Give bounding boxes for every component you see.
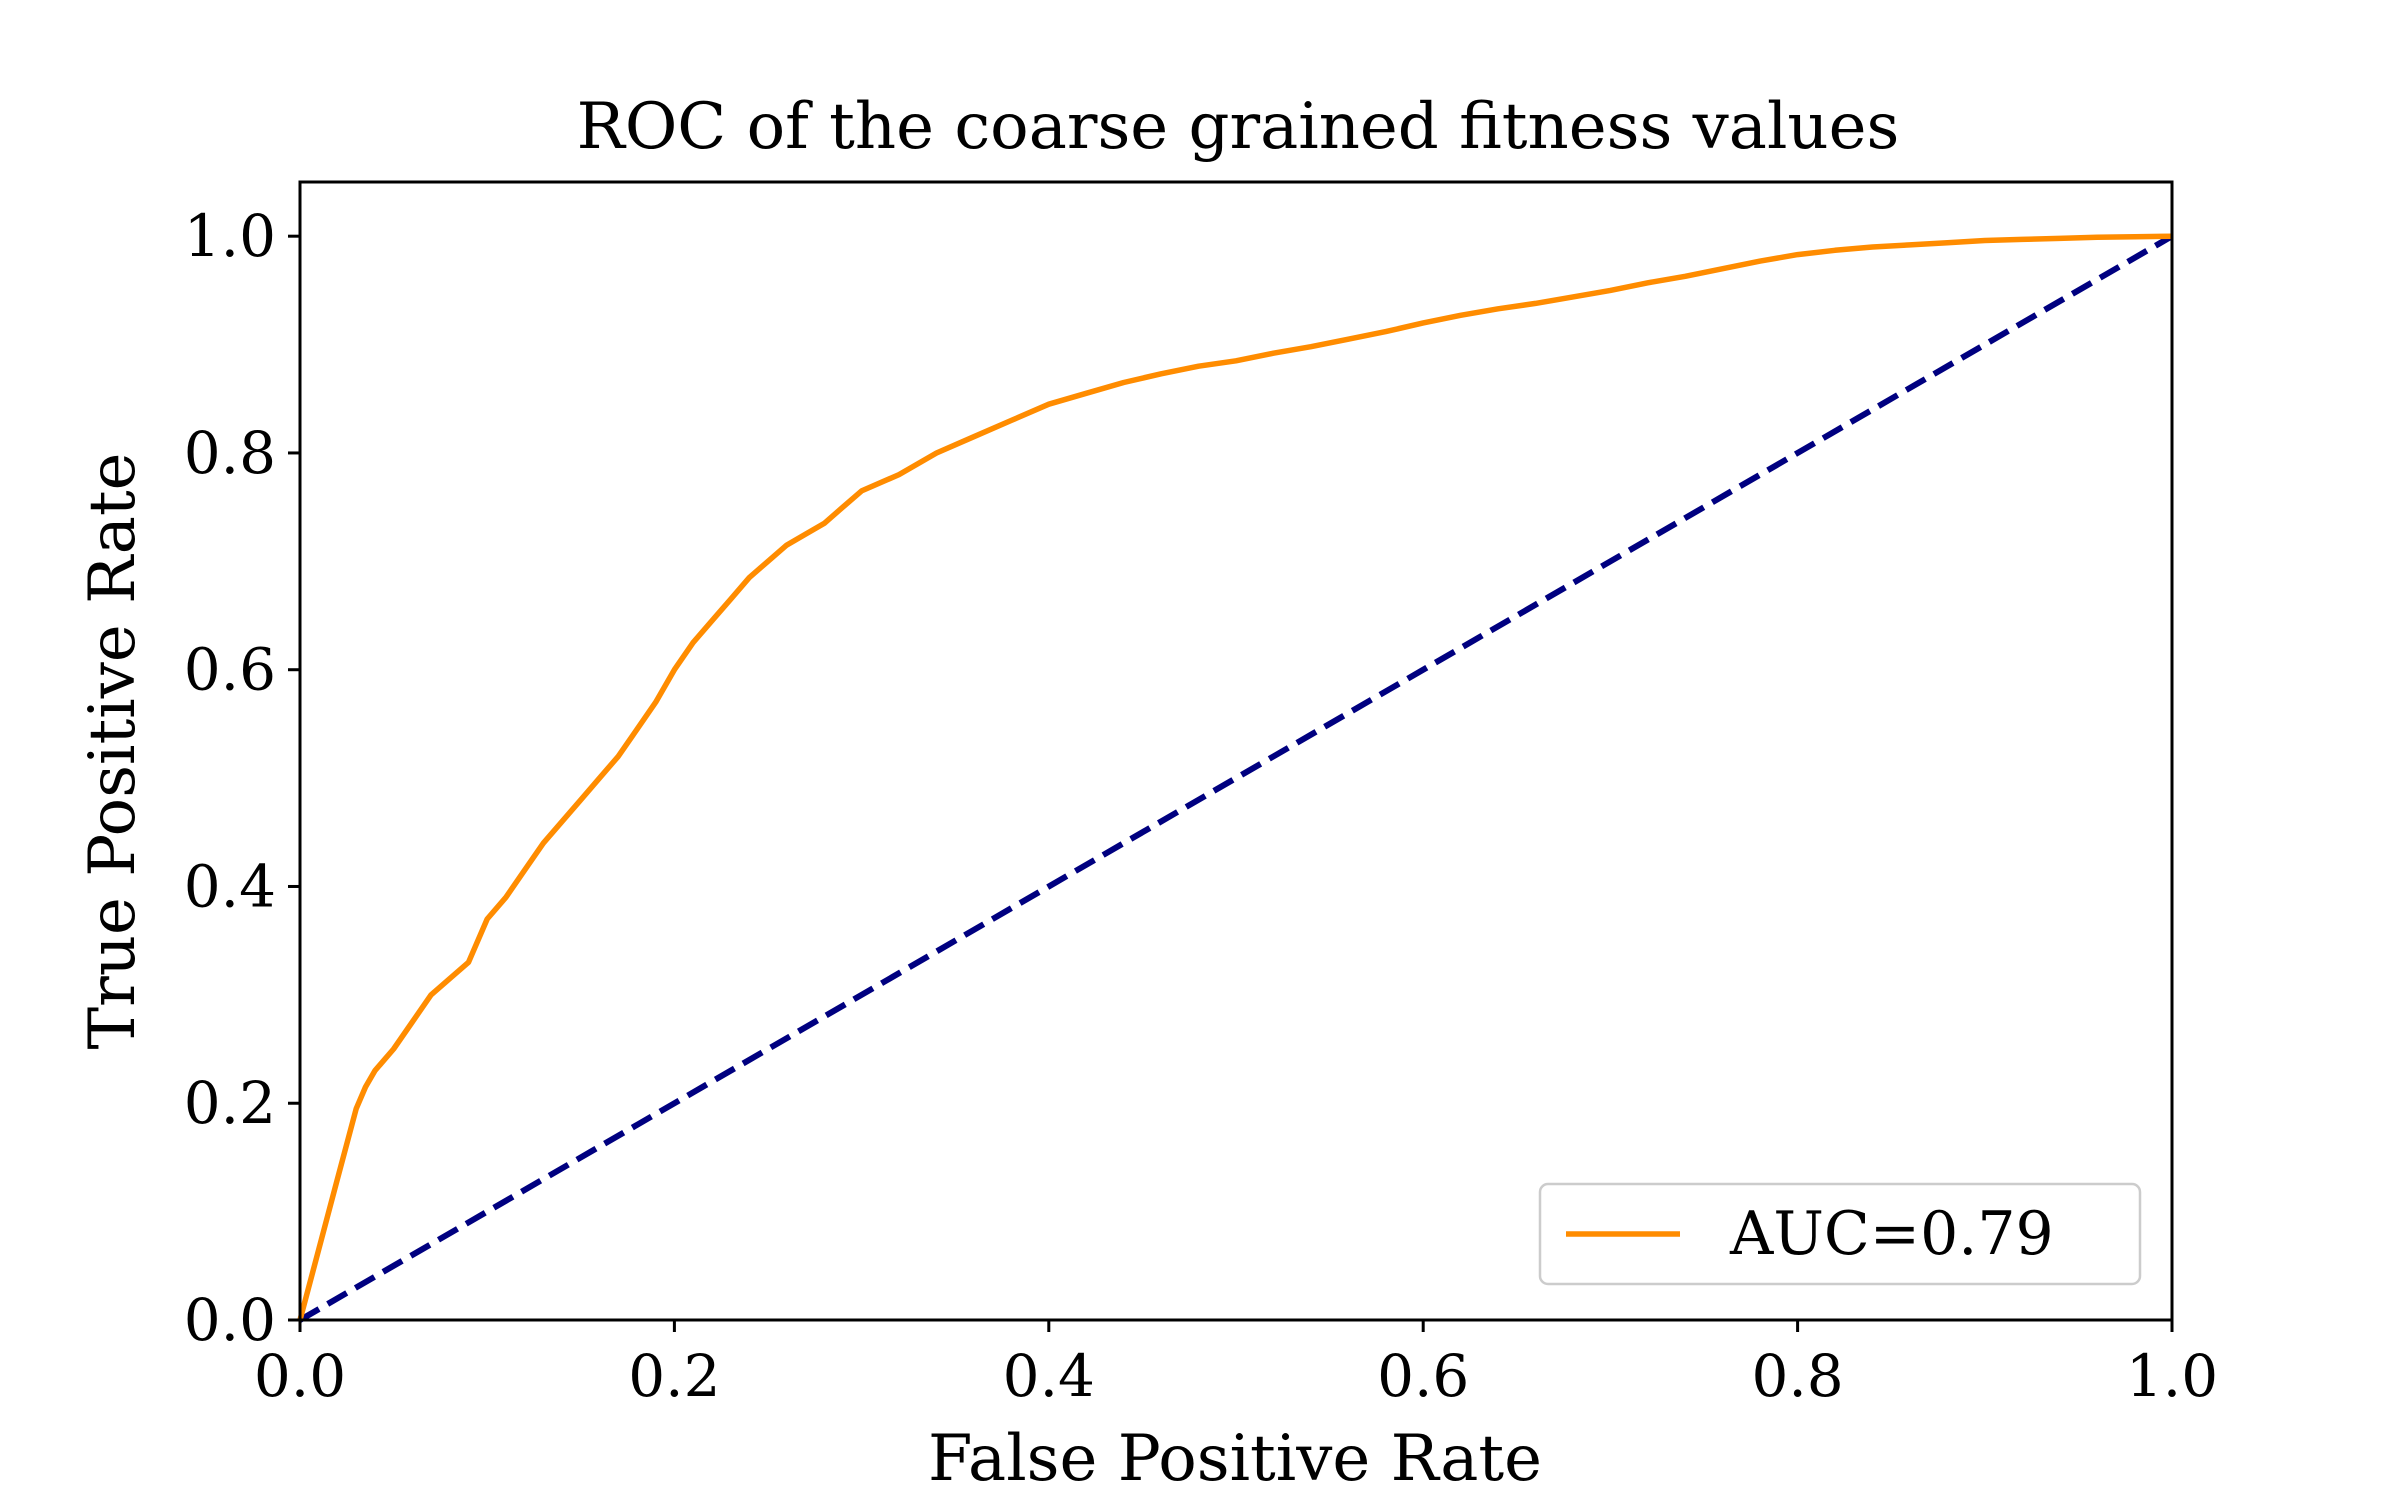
x-tick-label: 0.0 — [254, 1342, 346, 1410]
y-tick-label: 0.6 — [184, 636, 276, 704]
x-tick-label: 0.8 — [1751, 1342, 1843, 1410]
x-axis-label: False Positive Rate — [928, 1422, 1542, 1496]
x-tick-label: 0.2 — [628, 1342, 720, 1410]
y-axis-label: True Positive Rate — [76, 453, 150, 1050]
y-tick-label: 1.0 — [184, 202, 276, 270]
legend-label: AUC=0.79 — [1729, 1199, 2054, 1269]
x-tick-label: 1.0 — [2126, 1342, 2218, 1410]
plot-area — [297, 233, 2174, 1323]
legend-box — [1538, 1182, 2142, 1286]
roc-curve-line — [297, 233, 2173, 1321]
x-tick-label: 0.4 — [1003, 1342, 1095, 1410]
chance-diagonal-line — [298, 233, 2174, 1323]
x-tick-label: 0.6 — [1377, 1342, 1469, 1410]
y-tick-label: 0.8 — [184, 419, 276, 487]
chart-title: ROC of the coarse grained fitness values — [577, 90, 1900, 164]
axes-frame — [298, 180, 2174, 1322]
y-tick-label: 0.2 — [184, 1069, 276, 1137]
y-tick-label: 0.4 — [184, 852, 276, 920]
y-tick-label: 0.0 — [184, 1286, 276, 1354]
axes: 0.0 0.2 0.4 0.6 0.8 1.0 0.0 0.2 0.4 0.6 0.8 1.0 — [184, 180, 2218, 1410]
legend: AUC=0.79 — [1538, 1182, 2142, 1286]
